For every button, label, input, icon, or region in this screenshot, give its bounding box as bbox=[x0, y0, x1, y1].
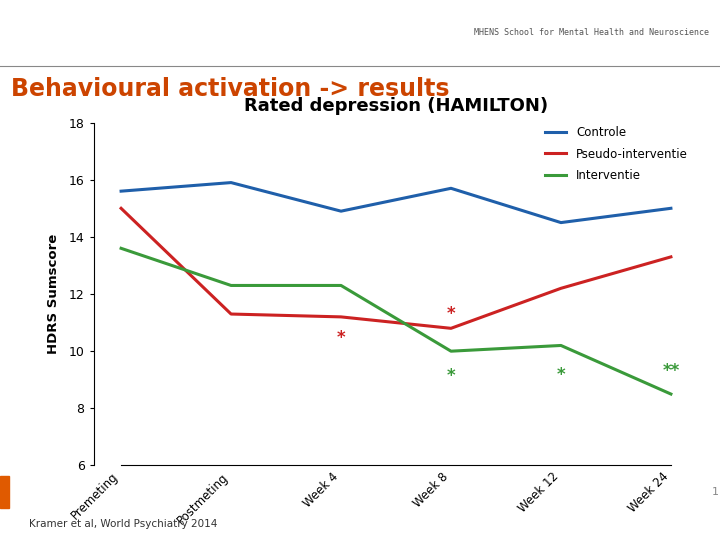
Title: Rated depression (HAMILTON): Rated depression (HAMILTON) bbox=[244, 97, 548, 116]
Text: *: * bbox=[446, 305, 455, 322]
Text: *: * bbox=[557, 366, 565, 384]
Text: Behavioural activation -> results: Behavioural activation -> results bbox=[11, 77, 449, 101]
Text: Faculty of Health, Medicine, and Life Sciences: Faculty of Health, Medicine, and Life Sc… bbox=[13, 485, 336, 498]
Bar bbox=[0, 476, 9, 508]
Legend: Controle, Pseudo-interventie, Interventie: Controle, Pseudo-interventie, Interventi… bbox=[541, 122, 693, 187]
Text: *: * bbox=[446, 367, 455, 386]
Y-axis label: HDRS Sumscore: HDRS Sumscore bbox=[48, 234, 60, 354]
Text: **: ** bbox=[662, 362, 680, 380]
Text: *: * bbox=[337, 329, 346, 347]
Text: 1: 1 bbox=[711, 487, 719, 497]
Text: Kramer et al, World Psychiatry 2014: Kramer et al, World Psychiatry 2014 bbox=[29, 519, 217, 529]
Text: MHENS School for Mental Health and Neuroscience: MHENS School for Mental Health and Neuro… bbox=[474, 29, 709, 37]
